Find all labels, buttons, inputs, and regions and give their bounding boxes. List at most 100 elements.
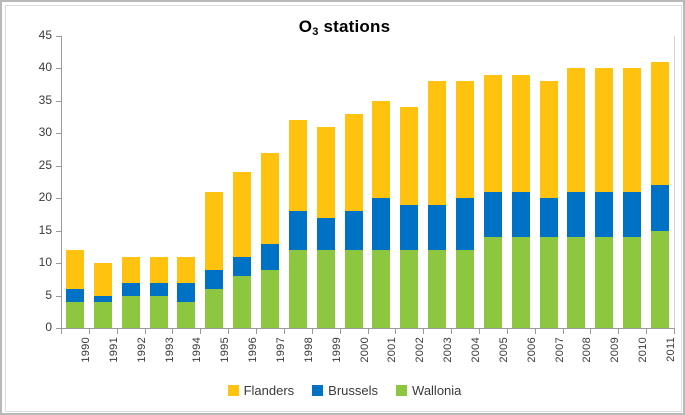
bar-segment-wallonia[interactable] [400, 250, 419, 328]
bar-segment-brussels[interactable] [121, 282, 140, 296]
bar-segment-flanders[interactable] [121, 256, 140, 283]
bar-column[interactable] [344, 36, 363, 328]
bar-segment-wallonia[interactable] [372, 250, 391, 328]
bar-segment-flanders[interactable] [511, 74, 530, 192]
bar-column[interactable] [567, 36, 586, 328]
bar-column[interactable] [233, 36, 252, 328]
bar-segment-brussels[interactable] [149, 282, 168, 296]
bar-segment-wallonia[interactable] [456, 250, 475, 328]
bar-segment-brussels[interactable] [651, 185, 670, 231]
bar-segment-flanders[interactable] [233, 172, 252, 257]
bar-column[interactable] [483, 36, 502, 328]
bar-segment-flanders[interactable] [149, 256, 168, 283]
y-axis-tick [56, 165, 62, 167]
bar-segment-brussels[interactable] [344, 211, 363, 251]
bar-segment-wallonia[interactable] [428, 250, 447, 328]
bar-segment-brussels[interactable] [483, 191, 502, 238]
bar-segment-flanders[interactable] [316, 126, 335, 218]
legend-item-wallonia[interactable]: Wallonia [396, 384, 461, 397]
bar-segment-wallonia[interactable] [233, 276, 252, 328]
bar-segment-flanders[interactable] [483, 74, 502, 192]
y-axis-tick-label: 5 [45, 287, 52, 302]
bar-column[interactable] [121, 36, 140, 328]
bar-segment-flanders[interactable] [65, 250, 84, 290]
bar-segment-flanders[interactable] [372, 100, 391, 199]
legend-item-flanders[interactable]: Flanders [227, 384, 294, 397]
bar-segment-wallonia[interactable] [539, 237, 558, 328]
bar-column[interactable] [316, 36, 335, 328]
bar-column[interactable] [456, 36, 475, 328]
bar-segment-flanders[interactable] [93, 263, 112, 296]
x-axis-tick [283, 328, 285, 334]
y-axis-line [61, 36, 62, 329]
bar-segment-brussels[interactable] [93, 295, 112, 303]
bar-segment-wallonia[interactable] [177, 302, 196, 328]
bar-segment-brussels[interactable] [595, 191, 614, 238]
bar-segment-brussels[interactable] [260, 243, 279, 270]
bar-segment-brussels[interactable] [456, 198, 475, 251]
x-axis-tick-label: 2007 [553, 337, 566, 363]
bar-segment-flanders[interactable] [651, 61, 670, 186]
bar-column[interactable] [400, 36, 419, 328]
bar-column[interactable] [651, 36, 670, 328]
bar-segment-wallonia[interactable] [595, 237, 614, 328]
bar-segment-wallonia[interactable] [288, 250, 307, 328]
bar-segment-brussels[interactable] [428, 204, 447, 251]
bar-segment-brussels[interactable] [205, 269, 224, 290]
bar-column[interactable] [288, 36, 307, 328]
bar-column[interactable] [539, 36, 558, 328]
bar-segment-flanders[interactable] [400, 107, 419, 205]
bar-column[interactable] [149, 36, 168, 328]
bar-segment-brussels[interactable] [400, 204, 419, 251]
chart-inner-border: O3 stations 0 5 10 15 20 25 30 35 40 45 1990 1991 1… [5, 5, 682, 412]
bar-segment-flanders[interactable] [623, 68, 642, 192]
bar-segment-brussels[interactable] [288, 211, 307, 251]
bar-segment-flanders[interactable] [456, 81, 475, 199]
bar-segment-flanders[interactable] [260, 152, 279, 244]
bar-column[interactable] [511, 36, 530, 328]
bar-segment-brussels[interactable] [623, 191, 642, 238]
bar-segment-wallonia[interactable] [623, 237, 642, 328]
bar-column[interactable] [205, 36, 224, 328]
bar-segment-flanders[interactable] [344, 113, 363, 212]
bar-segment-brussels[interactable] [65, 289, 84, 303]
bar-segment-wallonia[interactable] [483, 237, 502, 328]
bar-column[interactable] [595, 36, 614, 328]
bar-segment-flanders[interactable] [539, 81, 558, 199]
bar-segment-wallonia[interactable] [316, 250, 335, 328]
bar-column[interactable] [372, 36, 391, 328]
bar-segment-flanders[interactable] [567, 68, 586, 192]
bar-segment-brussels[interactable] [233, 256, 252, 277]
bar-segment-brussels[interactable] [511, 191, 530, 238]
legend-item-brussels[interactable]: Brussels [312, 384, 378, 397]
bar-segment-flanders[interactable] [288, 120, 307, 212]
bar-segment-brussels[interactable] [567, 191, 586, 238]
bar-segment-flanders[interactable] [428, 81, 447, 205]
bar-segment-brussels[interactable] [316, 217, 335, 251]
bar-column[interactable] [623, 36, 642, 328]
bar-segment-brussels[interactable] [539, 198, 558, 238]
bar-segment-wallonia[interactable] [121, 295, 140, 328]
bar-column[interactable] [177, 36, 196, 328]
bar-column[interactable] [260, 36, 279, 328]
bar-segment-wallonia[interactable] [651, 230, 670, 328]
bar-segment-brussels[interactable] [372, 198, 391, 251]
bar-segment-wallonia[interactable] [149, 295, 168, 328]
bar-segment-flanders[interactable] [595, 68, 614, 192]
y-axis-tick [56, 100, 62, 102]
bar-segment-wallonia[interactable] [344, 250, 363, 328]
bar-segment-wallonia[interactable] [567, 237, 586, 328]
bar-column[interactable] [65, 36, 84, 328]
bar-segment-wallonia[interactable] [260, 269, 279, 328]
bar-segment-wallonia[interactable] [511, 237, 530, 328]
bar-column[interactable] [428, 36, 447, 328]
x-axis-tick-label: 2006 [525, 337, 538, 363]
x-axis-tick [506, 328, 508, 334]
bar-column[interactable] [93, 36, 112, 328]
bar-segment-wallonia[interactable] [205, 289, 224, 328]
bar-segment-wallonia[interactable] [93, 302, 112, 328]
bar-segment-wallonia[interactable] [65, 302, 84, 328]
bar-segment-flanders[interactable] [205, 191, 224, 270]
bar-segment-brussels[interactable] [177, 282, 196, 303]
bar-segment-flanders[interactable] [177, 256, 196, 283]
